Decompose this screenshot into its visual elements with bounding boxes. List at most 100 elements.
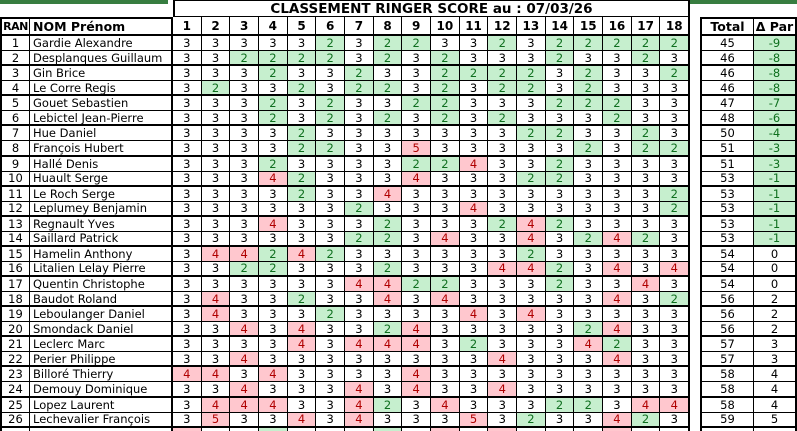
score-cell[interactable]: 3 <box>574 367 604 383</box>
score-cell[interactable]: 4 <box>603 322 632 338</box>
score-cell[interactable]: 3 <box>345 36 374 52</box>
score-cell[interactable]: 2 <box>488 216 518 232</box>
score-cell[interactable]: 4 <box>259 367 288 383</box>
score-cell[interactable]: 3 <box>488 367 518 383</box>
score-cell[interactable]: 2 <box>574 96 604 112</box>
score-cell[interactable]: 3 <box>603 81 632 97</box>
score-cell[interactable]: 3 <box>631 307 661 323</box>
rank-cell[interactable]: 24 <box>0 382 30 398</box>
score-cell[interactable]: 3 <box>431 126 460 142</box>
score-cell[interactable]: 3 <box>631 382 661 398</box>
score-cell[interactable]: 3 <box>545 141 575 157</box>
score-cell[interactable]: 3 <box>373 201 403 217</box>
score-cell[interactable]: 3 <box>431 307 460 323</box>
score-cell[interactable]: 3 <box>517 201 546 217</box>
score-cell[interactable]: 3 <box>603 51 632 67</box>
score-cell[interactable]: 3 <box>488 126 518 142</box>
score-cell[interactable]: 3 <box>488 246 518 262</box>
score-cell[interactable]: 3 <box>431 337 460 353</box>
delta-par-cell[interactable]: -1 <box>754 231 797 247</box>
score-cell[interactable]: 3 <box>316 186 346 202</box>
score-cell[interactable]: 3 <box>603 367 632 383</box>
total-cell[interactable]: 54 <box>700 246 754 262</box>
name-cell[interactable]: Huault Serge <box>30 171 173 187</box>
score-cell[interactable] <box>574 427 604 431</box>
score-cell[interactable]: 3 <box>402 111 432 127</box>
score-cell[interactable]: 2 <box>259 111 288 127</box>
score-cell[interactable]: 3 <box>402 397 432 413</box>
score-cell[interactable]: 3 <box>259 307 288 323</box>
score-cell[interactable]: 3 <box>373 352 403 368</box>
score-cell[interactable]: 3 <box>631 367 661 383</box>
total-cell[interactable]: 58 <box>700 382 754 398</box>
score-cell[interactable]: 2 <box>345 201 374 217</box>
score-cell[interactable]: 3 <box>259 81 288 97</box>
score-cell[interactable]: 3 <box>345 51 374 67</box>
name-cell[interactable]: Leboulanger Daniel <box>30 307 173 323</box>
score-cell[interactable]: 2 <box>517 126 546 142</box>
score-cell[interactable]: 2 <box>287 141 317 157</box>
score-cell[interactable]: 4 <box>201 292 231 308</box>
score-cell[interactable]: 3 <box>345 156 374 172</box>
score-cell[interactable]: 4 <box>402 367 432 383</box>
score-cell[interactable]: 4 <box>230 322 260 338</box>
score-cell[interactable]: 3 <box>287 216 317 232</box>
score-cell[interactable] <box>287 427 317 431</box>
score-cell[interactable]: 4 <box>488 382 518 398</box>
score-cell[interactable]: 3 <box>402 352 432 368</box>
score-cell[interactable]: 4 <box>259 397 288 413</box>
score-cell[interactable]: 3 <box>316 397 346 413</box>
score-cell[interactable]: 3 <box>545 111 575 127</box>
score-cell[interactable]: 2 <box>259 66 288 82</box>
score-cell[interactable]: 3 <box>517 156 546 172</box>
score-cell[interactable]: 3 <box>488 186 518 202</box>
delta-par-cell[interactable]: -8 <box>754 81 797 97</box>
score-cell[interactable]: 2 <box>603 111 632 127</box>
total-cell[interactable]: 53 <box>700 216 754 232</box>
name-cell[interactable]: Hallé Denis <box>30 156 173 172</box>
score-cell[interactable]: 3 <box>201 126 231 142</box>
delta-par-cell[interactable]: -3 <box>754 141 797 157</box>
score-cell[interactable]: 2 <box>545 51 575 67</box>
score-cell[interactable]: 3 <box>402 126 432 142</box>
score-cell[interactable]: 3 <box>517 382 546 398</box>
score-cell[interactable]: 3 <box>287 367 317 383</box>
score-cell[interactable]: 3 <box>574 412 604 428</box>
score-cell[interactable]: 4 <box>259 171 288 187</box>
score-cell[interactable]: 3 <box>603 216 632 232</box>
score-cell[interactable]: 2 <box>545 36 575 52</box>
score-cell[interactable]: 3 <box>488 292 518 308</box>
score-cell[interactable]: 2 <box>402 36 432 52</box>
score-cell[interactable]: 2 <box>488 111 518 127</box>
score-cell[interactable]: 3 <box>631 337 661 353</box>
score-cell[interactable]: 3 <box>660 307 691 323</box>
score-cell[interactable]: 4 <box>402 382 432 398</box>
score-cell[interactable] <box>517 427 546 431</box>
score-cell[interactable]: 3 <box>201 382 231 398</box>
score-cell[interactable]: 2 <box>603 36 632 52</box>
rank-cell[interactable]: 13 <box>0 216 30 232</box>
name-cell[interactable]: Smondack Daniel <box>30 322 173 338</box>
score-cell[interactable]: 3 <box>287 66 317 82</box>
total-cell[interactable]: 56 <box>700 322 754 338</box>
score-cell[interactable]: 3 <box>402 231 432 247</box>
score-cell[interactable]: 3 <box>316 367 346 383</box>
score-cell[interactable]: 3 <box>517 352 546 368</box>
total-cell[interactable]: 59 <box>700 412 754 428</box>
score-cell[interactable]: 3 <box>603 382 632 398</box>
score-cell[interactable]: 3 <box>459 171 489 187</box>
score-cell[interactable]: 4 <box>517 261 546 277</box>
score-cell[interactable]: 2 <box>373 111 403 127</box>
score-cell[interactable]: 3 <box>660 412 691 428</box>
delta-par-cell[interactable]: -1 <box>754 201 797 217</box>
delta-par-cell[interactable]: -7 <box>754 96 797 112</box>
delta-par-cell[interactable]: 2 <box>754 292 797 308</box>
score-cell[interactable]: 3 <box>402 201 432 217</box>
score-cell[interactable]: 3 <box>230 231 260 247</box>
score-cell[interactable]: 2 <box>545 277 575 293</box>
score-cell[interactable]: 2 <box>603 96 632 112</box>
total-cell[interactable]: 53 <box>700 231 754 247</box>
score-cell[interactable]: 2 <box>631 412 661 428</box>
delta-par-cell[interactable]: -8 <box>754 66 797 82</box>
total-cell[interactable]: 46 <box>700 51 754 67</box>
